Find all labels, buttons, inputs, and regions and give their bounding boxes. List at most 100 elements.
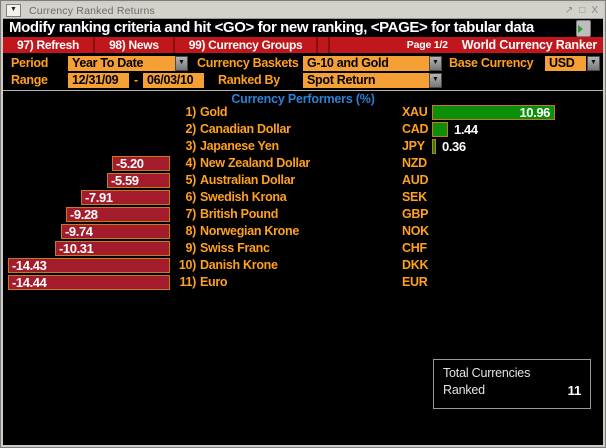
- currency-rank: 6): [185, 190, 196, 204]
- currency-baskets-select[interactable]: G-10 and Gold: [303, 56, 429, 71]
- bar-value: 10.96: [519, 105, 550, 120]
- terminal-screen: ▼ Currency Ranked Returns ↗ □ X Modify r…: [3, 3, 603, 445]
- value-bar: [432, 139, 436, 154]
- currency-code: GBP: [402, 207, 429, 221]
- currency-code: AUD: [402, 173, 429, 187]
- bar-value: -9.28: [70, 207, 98, 222]
- value-bar: -5.59: [107, 173, 170, 188]
- currency-groups-button[interactable]: 99) Currency Groups: [175, 37, 319, 53]
- minimize-icon[interactable]: ↗: [564, 5, 574, 16]
- bar-value: -7.91: [85, 190, 113, 205]
- period-dropdown-arrow[interactable]: ▼: [175, 56, 188, 71]
- printable-page-icon[interactable]: [576, 20, 591, 37]
- currency-name: Swiss Franc: [200, 241, 270, 255]
- bar-value: -10.31: [59, 241, 94, 256]
- currency-row[interactable]: 9) Swiss Franc CHF -10.31: [3, 240, 603, 257]
- value-bar: -7.91: [81, 190, 170, 205]
- range-separator: -: [134, 73, 138, 87]
- currency-code: DKK: [402, 258, 429, 272]
- currency-name: Japanese Yen: [200, 139, 279, 153]
- currency-rank: 5): [185, 173, 196, 187]
- value-bar: -9.28: [66, 207, 170, 222]
- currency-rank: 4): [185, 156, 196, 170]
- message-bar: Modify ranking criteria and hit <GO> for…: [3, 18, 603, 37]
- total-currencies-box: Total Currencies Ranked 11: [433, 359, 591, 409]
- summary-line1: Total Currencies: [443, 366, 531, 380]
- currency-baskets-label: Currency Baskets: [197, 56, 299, 70]
- base-currency-label: Base Currency: [449, 56, 534, 70]
- currency-code: SEK: [402, 190, 427, 204]
- currency-rank: 11): [179, 275, 197, 289]
- value-bar: -10.31: [55, 241, 170, 256]
- currency-name: Swedish Krona: [200, 190, 287, 204]
- currency-rank: 2): [185, 122, 196, 136]
- page-indicator: Page 1/2: [406, 39, 448, 51]
- bar-value: -5.59: [111, 173, 139, 188]
- currency-name: British Pound: [200, 207, 279, 221]
- bar-value: -14.44: [12, 275, 47, 290]
- currency-row[interactable]: 8) Norwegian Krone NOK -9.74: [3, 223, 603, 240]
- value-bar: -14.43: [8, 258, 170, 273]
- currency-baskets-dropdown-arrow[interactable]: ▼: [429, 56, 442, 71]
- maximize-icon[interactable]: □: [579, 5, 586, 16]
- base-currency-dropdown-arrow[interactable]: ▼: [587, 56, 600, 71]
- value-bar: -9.74: [61, 224, 170, 239]
- currency-row[interactable]: 3) Japanese Yen JPY 0.36: [3, 138, 603, 155]
- base-currency-select[interactable]: USD: [545, 56, 586, 71]
- refresh-button[interactable]: 97) Refresh: [3, 37, 96, 53]
- close-icon[interactable]: X: [591, 5, 598, 16]
- currency-code: NOK: [402, 224, 429, 238]
- currency-rank: 9): [185, 241, 196, 255]
- currency-code: NZD: [402, 156, 427, 170]
- range-label: Range: [11, 73, 48, 87]
- summary-line2: Ranked: [443, 383, 485, 397]
- currency-row[interactable]: 6) Swedish Krona SEK -7.91: [3, 189, 603, 206]
- currency-name: Norwegian Krone: [200, 224, 299, 238]
- currency-code: EUR: [402, 275, 428, 289]
- currency-code: CHF: [402, 241, 427, 255]
- currency-name: Australian Dollar: [200, 173, 295, 187]
- bar-value: -5.20: [116, 156, 144, 171]
- ranked-by-select[interactable]: Spot Return: [303, 73, 429, 88]
- currency-row[interactable]: 1) Gold XAU 10.96: [3, 104, 603, 121]
- window-menu-icon[interactable]: ▼: [6, 4, 21, 17]
- currency-name: Canadian Dollar: [200, 122, 291, 136]
- period-select[interactable]: Year To Date: [68, 56, 175, 71]
- value-bar: 10.96: [432, 105, 555, 120]
- currency-row[interactable]: 7) British Pound GBP -9.28: [3, 206, 603, 223]
- currency-name: Danish Krone: [200, 258, 278, 272]
- period-label: Period: [11, 56, 49, 70]
- currency-row[interactable]: 5) Australian Dollar AUD -5.59: [3, 172, 603, 189]
- range-from-field[interactable]: 12/31/09: [68, 73, 129, 88]
- currency-code: XAU: [402, 105, 428, 119]
- window-title: Currency Ranked Returns: [29, 4, 155, 17]
- ranked-by-dropdown-arrow[interactable]: ▼: [429, 73, 442, 88]
- bar-value: 1.44: [454, 122, 478, 137]
- toolbar-divider: [318, 37, 331, 53]
- news-button[interactable]: 98) News: [95, 37, 175, 53]
- currency-name: Gold: [200, 105, 228, 119]
- currency-rank: 7): [185, 207, 196, 221]
- currency-code: JPY: [402, 139, 425, 153]
- currency-row[interactable]: 4) New Zealand Dollar NZD -5.20: [3, 155, 603, 172]
- currency-name: Euro: [200, 275, 228, 289]
- title-bar: ▼ Currency Ranked Returns ↗ □ X: [3, 3, 603, 19]
- currency-rank: 3): [185, 139, 196, 153]
- message-text: Modify ranking criteria and hit <GO> for…: [9, 19, 534, 36]
- ranked-by-label: Ranked By: [218, 73, 280, 87]
- bar-value: 0.36: [442, 139, 466, 154]
- currency-rank: 8): [185, 224, 196, 238]
- range-to-field[interactable]: 06/03/10: [143, 73, 204, 88]
- app-title: World Currency Ranker: [461, 38, 597, 52]
- chart-title: Currency Performers (%): [231, 92, 375, 106]
- currency-row[interactable]: 11) Euro EUR -14.44: [3, 274, 603, 291]
- value-bar: [432, 122, 448, 137]
- bar-value: -9.74: [65, 224, 93, 239]
- value-bar: -5.20: [112, 156, 170, 171]
- currency-row[interactable]: 2) Canadian Dollar CAD 1.44: [3, 121, 603, 138]
- value-bar: -14.44: [8, 275, 170, 290]
- function-toolbar: 97) Refresh 98) News 99) Currency Groups…: [3, 37, 603, 53]
- currency-code: CAD: [402, 122, 429, 136]
- currency-row[interactable]: 10) Danish Krone DKK -14.43: [3, 257, 603, 274]
